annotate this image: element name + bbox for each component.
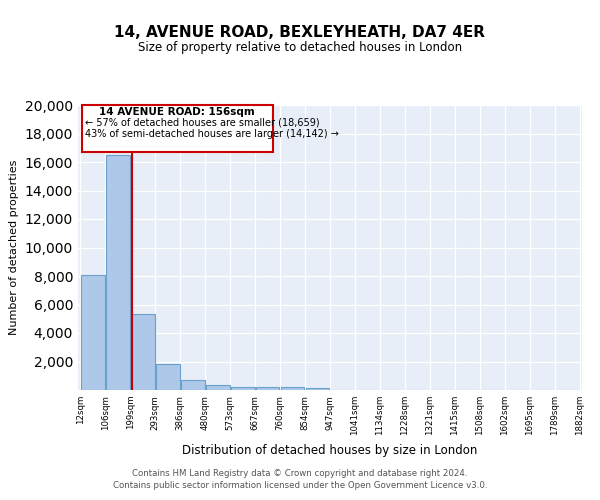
FancyBboxPatch shape [82, 105, 272, 152]
Bar [156, 364, 179, 390]
Bar [81, 274, 105, 390]
Bar [256, 387, 280, 390]
Text: Contains public sector information licensed under the Open Government Licence v3: Contains public sector information licen… [113, 480, 487, 490]
Bar [281, 388, 304, 390]
Text: 14 AVENUE ROAD: 156sqm: 14 AVENUE ROAD: 156sqm [100, 107, 255, 117]
Text: 14, AVENUE ROAD, BEXLEYHEATH, DA7 4ER: 14, AVENUE ROAD, BEXLEYHEATH, DA7 4ER [115, 25, 485, 40]
Bar [131, 314, 155, 390]
Text: Contains HM Land Registry data © Crown copyright and database right 2024.: Contains HM Land Registry data © Crown c… [132, 470, 468, 478]
Bar [106, 155, 130, 390]
Text: 43% of semi-detached houses are larger (14,142) →: 43% of semi-detached houses are larger (… [85, 129, 340, 139]
Text: Size of property relative to detached houses in London: Size of property relative to detached ho… [138, 41, 462, 54]
Y-axis label: Number of detached properties: Number of detached properties [9, 160, 19, 335]
Bar [181, 380, 205, 390]
Bar [231, 387, 254, 390]
Bar [206, 386, 230, 390]
X-axis label: Distribution of detached houses by size in London: Distribution of detached houses by size … [182, 444, 478, 456]
Text: ← 57% of detached houses are smaller (18,659): ← 57% of detached houses are smaller (18… [85, 118, 320, 128]
Bar [305, 388, 329, 390]
